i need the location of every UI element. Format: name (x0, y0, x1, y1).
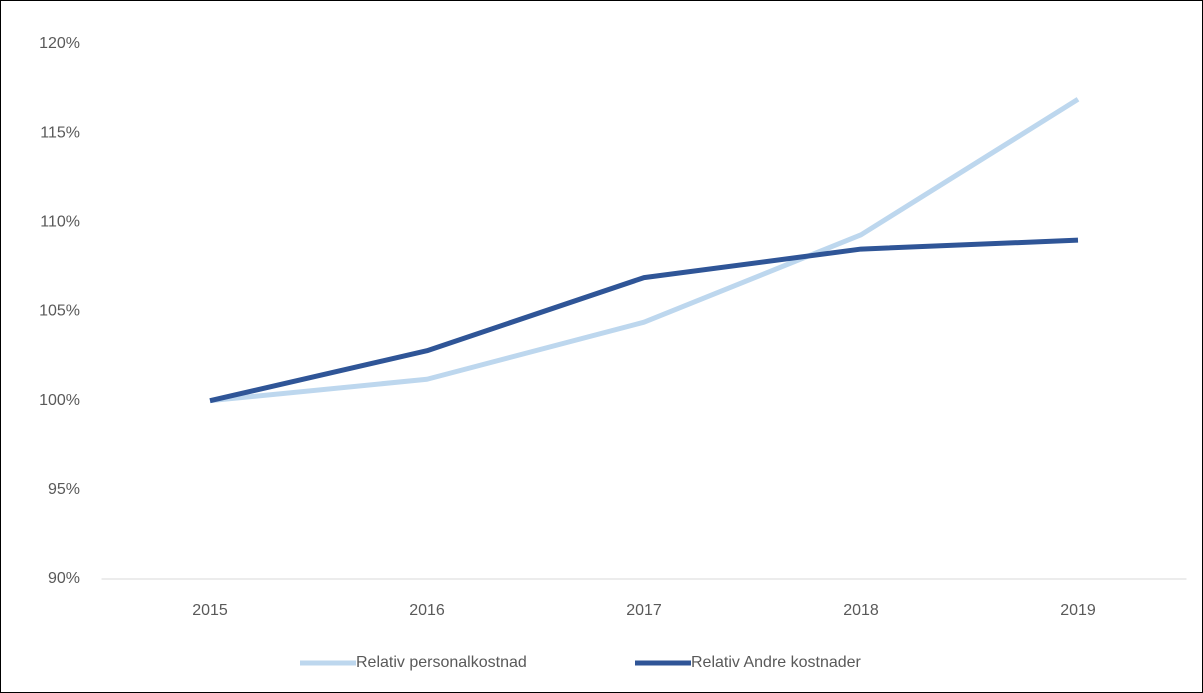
y-tick-label: 120% (39, 35, 80, 52)
y-tick-label: 115% (40, 124, 80, 141)
x-tick-label: 2015 (192, 602, 228, 619)
x-tick-label: 2016 (409, 602, 445, 619)
x-tick-label: 2018 (843, 602, 879, 619)
y-tick-label: 95% (48, 481, 80, 498)
legend-label: Relativ Andre kostnader (691, 654, 862, 671)
series-line (209, 97, 1080, 404)
x-tick-label: 2019 (1060, 602, 1096, 619)
series-line (209, 237, 1079, 404)
x-tick-label: 2017 (626, 602, 662, 619)
y-tick-label: 105% (39, 303, 80, 320)
legend-label: Relativ personalkostnad (356, 654, 527, 671)
y-tick-label: 110% (40, 214, 80, 231)
y-tick-label: 100% (39, 392, 80, 409)
y-tick-label: 90% (48, 570, 80, 587)
